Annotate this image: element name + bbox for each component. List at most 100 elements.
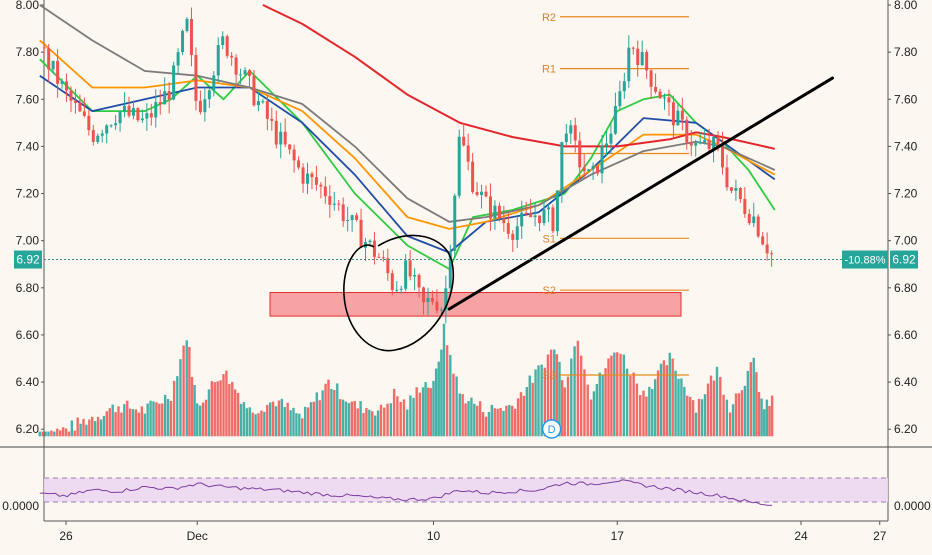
candle-body	[212, 75, 216, 91]
candle-body	[671, 102, 675, 126]
volume-bar	[511, 405, 514, 437]
volume-bar	[537, 365, 540, 437]
volume-bar	[143, 413, 146, 437]
candle-body	[747, 213, 751, 224]
candle-body	[60, 81, 64, 84]
volume-bars	[38, 323, 774, 437]
candle-body	[185, 18, 189, 31]
volume-bar	[635, 383, 639, 437]
moving-averages	[39, 4, 776, 270]
volume-bar	[768, 405, 771, 437]
volume-bar	[201, 402, 205, 437]
volume-bar	[126, 400, 129, 437]
volume-bar	[505, 405, 508, 437]
candle-body	[466, 145, 470, 162]
volume-bar	[508, 404, 511, 437]
volume-bar	[368, 409, 371, 437]
candle-body	[707, 139, 711, 150]
volume-bar	[677, 378, 680, 437]
pivot-label: S2	[543, 285, 556, 297]
volume-bar	[427, 387, 430, 437]
volume-bar	[315, 392, 319, 437]
candle-body	[743, 198, 747, 214]
volume-bar	[280, 398, 284, 437]
candle-body	[609, 133, 613, 144]
candle-body	[703, 139, 707, 143]
volume-bar	[228, 383, 231, 437]
change-label: -10.88%	[845, 255, 886, 267]
volume-bar	[549, 349, 553, 437]
candle-body	[274, 120, 278, 145]
candle-body	[332, 203, 336, 205]
volume-bar	[576, 340, 580, 437]
candle-body	[78, 103, 82, 112]
candle-body	[435, 301, 439, 311]
y-tick-label-left: 7.20	[16, 187, 40, 201]
volume-bar	[478, 401, 482, 437]
volume-bar	[540, 364, 543, 437]
candle-body	[230, 55, 234, 58]
candle-body	[524, 212, 528, 214]
candle-body	[203, 99, 207, 113]
y-tick-label-left: 7.80	[16, 45, 40, 59]
candle-body	[738, 188, 742, 199]
y-tick-label-left: 6.80	[16, 281, 40, 295]
volume-bar	[432, 380, 435, 437]
candle-body	[314, 177, 318, 185]
candle-body	[413, 275, 417, 277]
volume-bar	[105, 411, 109, 437]
volume-bar	[47, 431, 50, 437]
volume-bar	[389, 403, 393, 437]
volume-bar	[176, 376, 179, 437]
volume-bar	[728, 412, 732, 437]
moving-average-line	[39, 39, 776, 230]
y-tick-label-left: 6.60	[16, 328, 40, 342]
candle-body	[56, 60, 60, 84]
candle-body	[542, 209, 546, 224]
volume-bar	[341, 399, 345, 437]
volume-bar	[586, 384, 589, 437]
volume-bar	[749, 362, 752, 437]
y-tick-label-right: 7.40	[894, 139, 918, 153]
volume-bar	[248, 407, 251, 437]
candle-body	[118, 111, 122, 124]
dividend-marker-label: D	[548, 424, 556, 436]
candle-body	[752, 216, 756, 224]
candle-body	[600, 145, 604, 174]
volume-bar	[353, 400, 356, 437]
candle-body	[91, 130, 95, 142]
hand-drawn-circle	[343, 234, 455, 352]
x-tick-label: 26	[59, 529, 73, 543]
annotations[interactable]: D	[343, 76, 834, 439]
y-tick-label-right: 7.00	[894, 234, 918, 248]
candle-body	[243, 70, 247, 75]
last-price-badge-left	[14, 250, 42, 269]
candle-body	[189, 18, 193, 55]
trend-line	[447, 76, 834, 311]
candle-body	[292, 149, 296, 161]
candle-body	[654, 86, 658, 92]
candle-body	[520, 212, 524, 227]
volume-bar	[283, 407, 286, 437]
volume-bar	[274, 406, 278, 437]
volume-bar	[117, 406, 120, 437]
volume-bar	[487, 412, 491, 437]
volume-bar	[632, 372, 635, 437]
candle-body	[533, 215, 537, 218]
volume-bar	[260, 410, 263, 437]
volume-bar	[333, 389, 336, 437]
volume-bar	[242, 402, 246, 437]
volume-bar	[555, 354, 559, 437]
volume-bar	[592, 391, 596, 437]
candle-body	[158, 102, 162, 105]
volume-bar	[445, 345, 449, 437]
volume-bar	[193, 385, 196, 437]
volume-bar	[743, 385, 747, 437]
candle-body	[167, 91, 171, 100]
volume-bar	[225, 370, 228, 437]
candle-body	[627, 47, 631, 82]
volume-bar	[406, 409, 409, 437]
volume-bar	[731, 404, 735, 437]
